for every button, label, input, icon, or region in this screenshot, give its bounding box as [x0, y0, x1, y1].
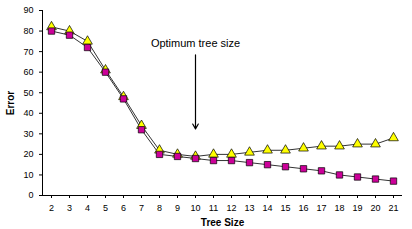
svg-text:20: 20 [23, 149, 33, 159]
svg-text:80: 80 [23, 26, 33, 36]
svg-text:6: 6 [121, 203, 126, 213]
svg-text:12: 12 [226, 203, 236, 213]
svg-text:Optimum tree size: Optimum tree size [151, 37, 240, 49]
svg-text:11: 11 [209, 203, 218, 213]
svg-text:7: 7 [139, 203, 144, 213]
svg-text:0: 0 [28, 190, 33, 200]
svg-text:20: 20 [370, 203, 380, 213]
svg-text:17: 17 [316, 203, 326, 213]
svg-text:40: 40 [23, 108, 33, 118]
svg-text:16: 16 [298, 203, 308, 213]
svg-text:18: 18 [334, 203, 344, 213]
svg-text:3: 3 [67, 203, 72, 213]
svg-text:10: 10 [23, 170, 33, 180]
svg-text:13: 13 [244, 203, 254, 213]
svg-text:10: 10 [190, 203, 200, 213]
svg-text:90: 90 [23, 5, 33, 15]
svg-text:Error: Error [5, 91, 16, 116]
svg-text:70: 70 [23, 46, 33, 56]
svg-text:50: 50 [23, 88, 33, 98]
svg-text:60: 60 [23, 67, 33, 77]
svg-text:21: 21 [388, 203, 398, 213]
svg-text:Tree Size: Tree Size [201, 217, 245, 228]
svg-text:8: 8 [157, 203, 162, 213]
svg-text:5: 5 [103, 203, 108, 213]
svg-text:19: 19 [352, 203, 362, 213]
svg-text:9: 9 [175, 203, 180, 213]
svg-text:4: 4 [85, 203, 90, 213]
svg-text:15: 15 [280, 203, 290, 213]
svg-text:2: 2 [49, 203, 54, 213]
svg-text:30: 30 [23, 129, 33, 139]
svg-text:14: 14 [262, 203, 272, 213]
